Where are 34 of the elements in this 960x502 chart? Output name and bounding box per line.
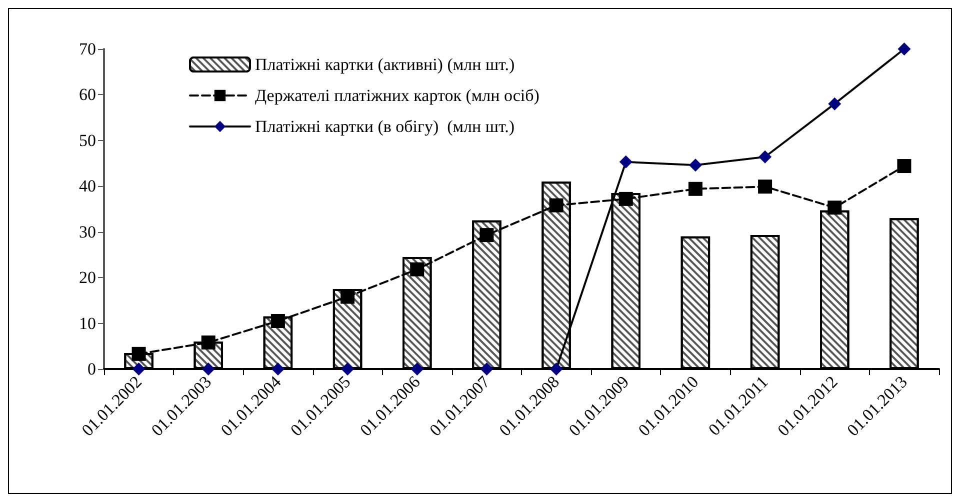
point xyxy=(201,335,216,350)
point xyxy=(828,97,842,110)
point xyxy=(619,155,632,168)
point xyxy=(550,362,563,376)
point xyxy=(340,290,355,304)
point xyxy=(271,362,284,376)
legend-label: Платіжні картки (в обігу) (млн шт.) xyxy=(255,117,515,136)
point xyxy=(410,262,424,276)
legend-label: Держателі платіжних карток (млн осіб) xyxy=(255,86,540,105)
point xyxy=(549,198,564,212)
point xyxy=(480,228,494,242)
point xyxy=(688,182,702,196)
y-tick-label: 20 xyxy=(79,268,96,288)
y-tick-label: 60 xyxy=(79,85,96,104)
point xyxy=(618,192,633,206)
point xyxy=(132,362,146,376)
y-tick-label: 30 xyxy=(79,222,96,242)
point xyxy=(480,362,494,376)
point xyxy=(202,362,215,376)
point xyxy=(758,180,772,194)
legend-label: Платіжні картки (активні) (млн шт.) xyxy=(255,55,515,74)
y-tick-label: 10 xyxy=(79,314,96,333)
y-tick-label: 0 xyxy=(88,360,96,378)
point xyxy=(341,362,354,376)
point xyxy=(828,200,842,215)
point xyxy=(898,42,911,56)
point xyxy=(758,150,772,164)
point xyxy=(410,362,424,376)
y-tick-label: 50 xyxy=(79,130,96,150)
y-tick-label: 40 xyxy=(79,176,96,196)
point xyxy=(688,158,702,172)
point xyxy=(897,159,912,174)
y-tick-label: 70 xyxy=(79,40,96,58)
point xyxy=(270,314,285,328)
